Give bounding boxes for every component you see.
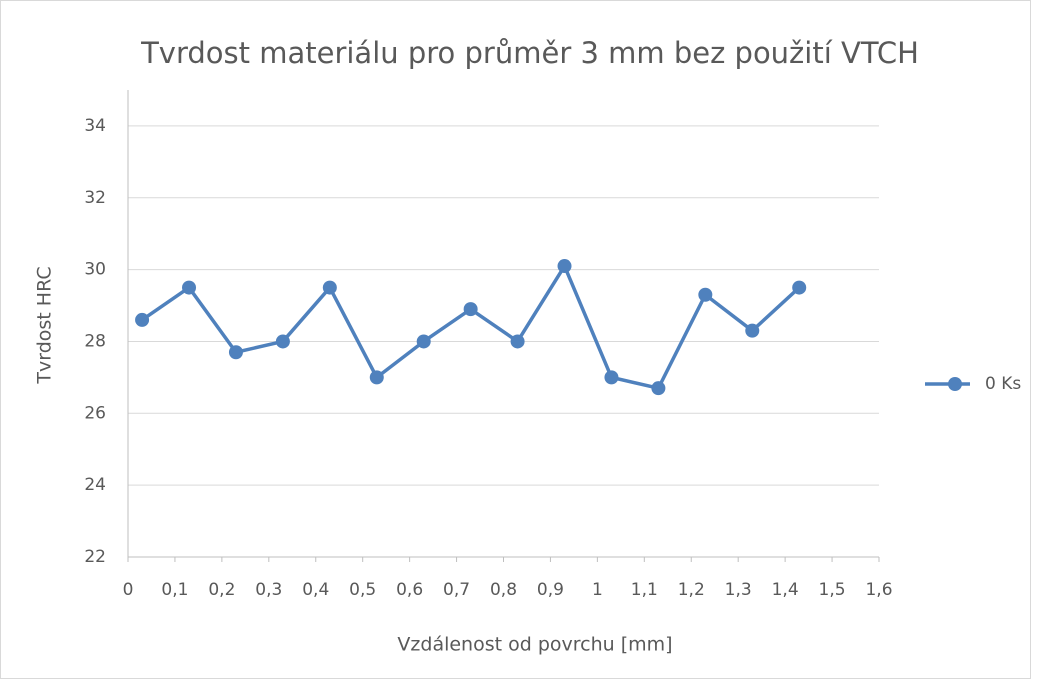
data-point (228, 345, 243, 360)
y-axis-label: Tvrdost HRC (34, 266, 56, 384)
y-tick-label: 22 (84, 547, 106, 567)
y-tick-label: 28 (84, 331, 106, 351)
x-tick-label: 0,2 (208, 580, 235, 600)
x-tick-label: 0,4 (302, 580, 329, 600)
data-point (745, 323, 760, 338)
data-point (604, 370, 619, 385)
data-point (651, 381, 666, 396)
x-tick-label: 0,7 (443, 580, 470, 600)
x-tick-label: 0,8 (490, 580, 517, 600)
x-tick-label: 1 (592, 580, 603, 600)
x-tick-label: 0,9 (537, 580, 564, 600)
x-tick-label: 0,3 (255, 580, 282, 600)
x-tick-label: 1,1 (631, 580, 658, 600)
data-point (557, 259, 572, 274)
x-tick-label: 1,2 (678, 580, 705, 600)
data-point (463, 302, 478, 317)
y-tick-label: 34 (84, 116, 106, 136)
y-tick-label: 32 (84, 188, 106, 208)
y-tick-label: 24 (84, 475, 106, 495)
y-tick-label: 30 (84, 260, 106, 280)
data-point (698, 287, 713, 302)
data-point (182, 280, 197, 295)
legend-marker (948, 377, 962, 391)
x-tick-label: 1,6 (865, 580, 892, 600)
data-point (369, 370, 384, 385)
x-tick-label: 1,5 (819, 580, 846, 600)
x-tick-label: 0 (123, 580, 134, 600)
x-tick-label: 0,6 (396, 580, 423, 600)
x-tick-label: 0,1 (161, 580, 188, 600)
data-point (135, 312, 150, 327)
data-point (416, 334, 431, 349)
x-tick-label: 1,3 (725, 580, 752, 600)
data-point (275, 334, 290, 349)
x-tick-label: 0,5 (349, 580, 376, 600)
data-point (792, 280, 807, 295)
x-axis-label: Vzdálenost od povrchu [mm] (397, 634, 672, 656)
x-tick-label: 1,4 (772, 580, 799, 600)
y-tick-label: 26 (84, 403, 106, 423)
chart-title: Tvrdost materiálu pro průměr 3 mm bez po… (140, 36, 919, 70)
data-point (510, 334, 525, 349)
legend-label: 0 Ks (985, 374, 1021, 394)
data-point (322, 280, 337, 295)
